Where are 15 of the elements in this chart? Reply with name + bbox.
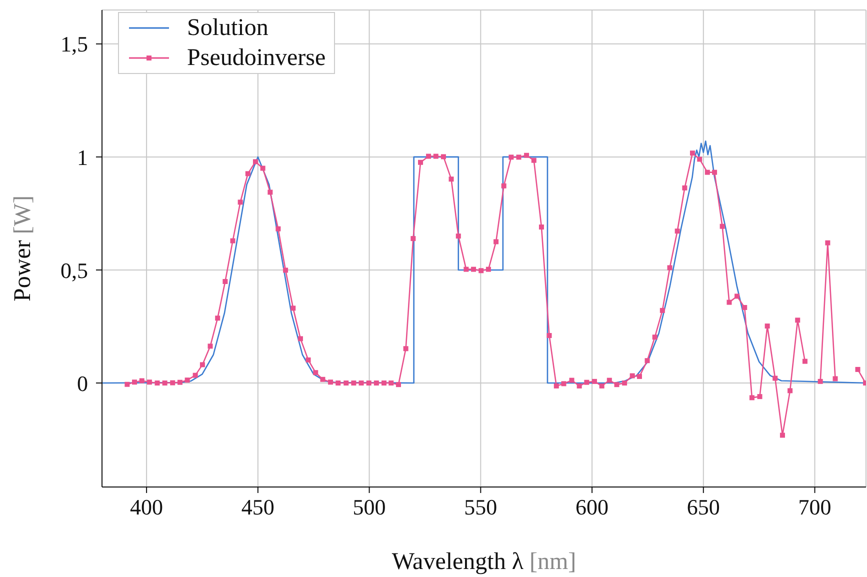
legend-label: Solution [187,14,268,43]
x-axis-title: Wavelength λ [nm] [392,549,576,575]
x-tick-label: 600 [576,494,609,520]
x-tick-label: 650 [686,494,720,520]
y-tick-label: 1,5 [60,32,88,57]
x-tick-label: 550 [464,494,498,520]
y-axis-title: Power [W] [10,196,36,302]
x-tick-label: 450 [241,494,274,520]
x-tick-label: 400 [130,494,164,520]
y-tick-label: 0 [77,370,88,396]
x-tick-label: 500 [352,494,386,520]
y-tick-label: 0,5 [60,258,88,283]
x-tick-label: 700 [798,494,832,520]
y-tick-label: 1 [77,144,88,170]
legend-label: Pseudoinverse [187,44,326,73]
